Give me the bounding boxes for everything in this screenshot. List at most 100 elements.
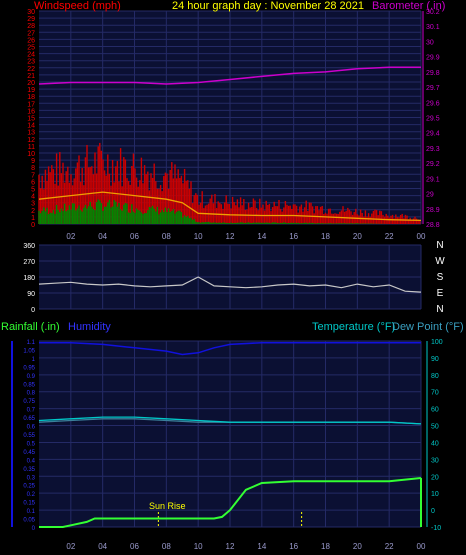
rain-tick-label: 0.65 <box>23 416 35 422</box>
wind-tick-label: 6 <box>31 179 35 186</box>
rain-tick-label: 1.05 <box>23 348 35 354</box>
wind-direction-line <box>38 276 422 293</box>
rain-tick-label: 0.6 <box>27 425 36 431</box>
wind-tick-label: 24 <box>27 52 35 59</box>
barometer-tick-label: 30.2 <box>426 9 440 16</box>
rain-tick-label: 0.9 <box>27 374 36 380</box>
rain-tick-label: 0.7 <box>27 408 36 414</box>
x-tick-label: 22 <box>385 232 394 241</box>
wind-tick-label: 26 <box>27 37 35 44</box>
temperature-tick-label: 70 <box>431 390 439 397</box>
temperature-tick-label: -10 <box>431 525 441 532</box>
rain-tick-label: 0.35 <box>23 467 35 473</box>
wind-tick-label: 27 <box>27 30 35 37</box>
wind-tick-label: 30 <box>27 9 35 16</box>
x-tick-label: 04 <box>98 542 107 551</box>
rain-tick-label: 0.25 <box>23 484 35 490</box>
wind-tick-label: 7 <box>31 172 35 179</box>
x-tick-label: 14 <box>257 542 266 551</box>
x-tick-label: 08 <box>162 232 171 241</box>
x-tick-label: 00 <box>417 542 426 551</box>
wind-tick-label: 8 <box>31 165 35 172</box>
barometer-tick-label: 29.2 <box>426 161 440 168</box>
wind-tick-label: 25 <box>27 45 35 52</box>
direction-tick-label: 180 <box>23 275 35 282</box>
temperature-tick-label: 30 <box>431 457 439 464</box>
rain-tick-label: 0.75 <box>23 399 35 405</box>
x-tick-label: 00 <box>417 232 426 241</box>
x-tick-label: 12 <box>226 542 235 551</box>
barometer-tick-label: 29.9 <box>426 55 440 62</box>
x-tick-label: 16 <box>289 542 298 551</box>
barometer-tick-label: 29.4 <box>426 131 440 138</box>
x-tick-label: 06 <box>130 232 139 241</box>
humidity-line <box>39 341 421 356</box>
wind-tick-label: 5 <box>31 187 35 194</box>
wind-tick-label: 16 <box>27 108 35 115</box>
dewpoint-label: Dew Point (°F) <box>392 321 464 333</box>
wind-tick-label: 19 <box>27 87 35 94</box>
x-tick-label: 14 <box>257 232 266 241</box>
compass-label: W <box>435 256 445 267</box>
temperature-tick-label: 10 <box>431 491 439 498</box>
barometer-line <box>38 66 421 85</box>
x-tick-label: 08 <box>162 542 171 551</box>
rain-tick-label: 0.85 <box>23 382 35 388</box>
barometer-tick-label: 29.8 <box>426 70 440 77</box>
x-tick-label: 16 <box>289 232 298 241</box>
barometer-tick-label: 29.6 <box>426 100 440 107</box>
x-tick-label: 06 <box>130 542 139 551</box>
x-tick-label: 10 <box>194 542 203 551</box>
wind-layer <box>38 142 421 224</box>
barometer-tick-label: 29 <box>426 192 434 199</box>
rain-tick-label: 0.95 <box>23 365 35 371</box>
rain-tick-label: 0.55 <box>23 433 35 439</box>
x-tick-label: 22 <box>385 542 394 551</box>
rain-tick-label: 0.15 <box>23 501 35 507</box>
compass-label: N <box>436 240 443 251</box>
compass-label: S <box>437 272 444 283</box>
x-tick-label: 04 <box>98 232 107 241</box>
wind-tick-label: 12 <box>27 137 35 144</box>
barometer-tick-label: 29.3 <box>426 146 440 153</box>
wind-tick-label: 14 <box>27 123 35 130</box>
rain-tick-label: 0.5 <box>27 441 36 447</box>
wind-tick-label: 20 <box>27 80 35 87</box>
wind-tick-label: 1 <box>31 215 35 222</box>
direction-tick-label: 90 <box>27 291 35 298</box>
rain-tick-label: 1 <box>32 357 36 363</box>
rain-tick-label: 0.2 <box>27 492 36 498</box>
line-layer <box>38 66 422 528</box>
temperature-tick-label: 90 <box>431 356 439 363</box>
barometer-tick-label: 30 <box>426 39 434 46</box>
temperature-tick-label: 0 <box>431 508 435 515</box>
wind-tick-label: 4 <box>31 194 35 201</box>
wind-tick-label: 10 <box>27 151 35 158</box>
temperature-tick-label: 60 <box>431 407 439 414</box>
wind-average-line <box>38 191 422 222</box>
x-tick-label: 10 <box>194 232 203 241</box>
wind-tick-label: 18 <box>27 94 35 101</box>
temperature-tick-label: 80 <box>431 373 439 380</box>
wind-tick-label: 9 <box>31 158 35 165</box>
temperature-tick-label: 40 <box>431 440 439 447</box>
wind-tick-label: 22 <box>27 66 35 73</box>
x-tick-label: 02 <box>66 542 75 551</box>
wind-tick-label: 17 <box>27 101 35 108</box>
wind-tick-label: 0 <box>31 222 35 229</box>
compass-label: N <box>436 304 443 315</box>
wind-tick-label: 21 <box>27 73 35 80</box>
direction-tick-label: 360 <box>23 243 35 250</box>
humidity-label: Humidity <box>68 321 111 333</box>
x-tick-label: 20 <box>353 542 362 551</box>
temperature-label: Temperature (°F) <box>312 321 395 333</box>
rain-tick-label: 0.45 <box>23 450 35 456</box>
wind-tick-label: 28 <box>27 23 35 30</box>
wind-tick-label: 29 <box>27 16 35 23</box>
rain-tick-label: 0.1 <box>27 509 36 515</box>
sunrise-label: Sun Rise <box>149 501 186 511</box>
left-header-label: Windspeed (mph) <box>34 0 121 12</box>
wind-tick-label: 23 <box>27 59 35 66</box>
rain-tick-label: 0.8 <box>27 391 36 397</box>
